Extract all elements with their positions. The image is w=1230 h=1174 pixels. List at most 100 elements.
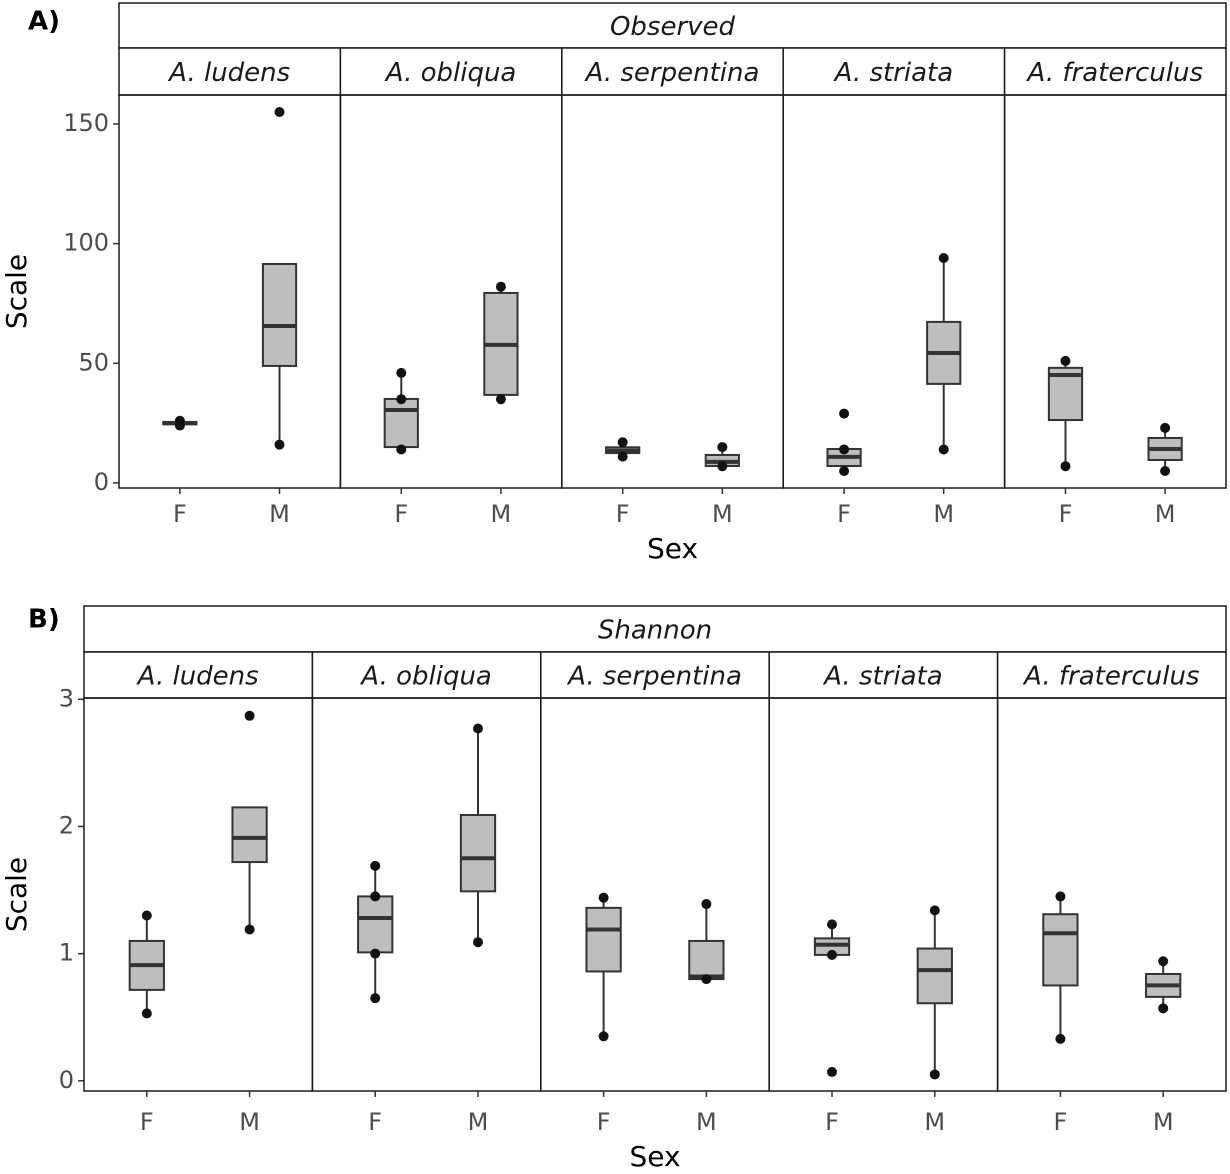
facet-strip	[339, 47, 563, 96]
y-tick-label: 150	[63, 109, 109, 137]
facet-name: A. ludens	[136, 662, 259, 692]
point	[244, 710, 255, 721]
point	[472, 937, 483, 948]
x-tick-label: M	[1153, 1108, 1174, 1136]
point	[1160, 466, 1171, 477]
point	[1055, 1033, 1066, 1044]
x-tick-label: M	[239, 1108, 260, 1136]
x-tick-label: M	[468, 1108, 489, 1136]
facet-panel	[768, 697, 999, 1092]
point	[717, 442, 728, 453]
box	[585, 906, 622, 973]
x-tick-label: F	[597, 1108, 611, 1136]
point	[839, 466, 850, 477]
box	[261, 262, 298, 367]
facet-panel	[996, 697, 1227, 1092]
box	[688, 939, 725, 981]
facet-strip	[1003, 47, 1227, 96]
strip-title: Shannon	[598, 616, 712, 646]
facet-panel	[561, 94, 784, 489]
facet-panel	[339, 94, 563, 489]
facet-strip	[561, 47, 784, 96]
point	[472, 723, 483, 734]
point	[1158, 1003, 1169, 1014]
x-tick-label: F	[837, 500, 851, 528]
strip	[118, 2, 1227, 49]
point	[396, 394, 407, 405]
facet-name: A. obliqua	[359, 662, 492, 692]
point	[396, 367, 407, 378]
facet-name: A. serpentina	[584, 58, 760, 88]
point	[617, 451, 628, 462]
facet-name: A. fraterculus	[1026, 58, 1203, 88]
x-tick-label: M	[1155, 500, 1176, 528]
strip-title: Observed	[610, 12, 736, 42]
point	[701, 974, 712, 985]
box	[231, 806, 268, 864]
facet-name: A. ludens	[167, 58, 290, 88]
point	[1060, 355, 1071, 366]
box	[383, 397, 419, 449]
facet-name: A. striata	[833, 58, 954, 88]
x-tick-label: M	[696, 1108, 717, 1136]
x-tick-label: F	[394, 500, 408, 528]
box	[916, 947, 953, 1005]
y-axis-label: Scale	[0, 857, 33, 932]
strip	[83, 605, 1227, 653]
x-tick-label: M	[712, 500, 733, 528]
facet-panel	[782, 94, 1006, 489]
panel-label: A)	[28, 7, 60, 37]
x-tick-label: F	[140, 1108, 154, 1136]
box	[1042, 913, 1079, 987]
point	[929, 905, 940, 916]
point	[141, 1008, 152, 1019]
y-tick-label: 0	[59, 1066, 74, 1094]
point	[827, 1066, 838, 1077]
point	[396, 444, 407, 455]
x-axis-label: Sex	[647, 532, 698, 565]
x-tick-label: M	[924, 1108, 945, 1136]
facet-name: A. fraterculus	[1022, 662, 1199, 692]
y-axis-label: Scale	[0, 254, 33, 329]
facet-panel	[83, 697, 314, 1092]
facet-name: A. striata	[822, 662, 943, 692]
x-tick-label: F	[825, 1108, 839, 1136]
box	[459, 814, 497, 893]
y-tick-label: 50	[78, 348, 109, 376]
point	[598, 1031, 609, 1042]
x-tick-label: M	[491, 500, 512, 528]
point	[617, 437, 628, 448]
point	[370, 860, 381, 871]
point	[717, 461, 728, 472]
facet-panel	[1003, 94, 1227, 489]
x-tick-label: F	[1054, 1108, 1068, 1136]
y-tick-label: 0	[94, 468, 109, 496]
y-tick-label: 1	[59, 939, 74, 967]
point	[141, 910, 152, 921]
facet-strip	[83, 651, 314, 699]
point	[274, 439, 285, 450]
panel-label: B)	[28, 605, 60, 635]
point	[174, 415, 185, 426]
x-axis-label: Sex	[629, 1140, 680, 1173]
point	[495, 281, 506, 292]
facet-strip	[768, 651, 999, 699]
point	[827, 949, 838, 960]
point	[839, 408, 850, 419]
point	[370, 993, 381, 1004]
point	[827, 919, 838, 930]
facet-strip	[782, 47, 1006, 96]
facet-name: A. obliqua	[384, 58, 517, 88]
facet-strip	[540, 651, 770, 699]
point	[370, 891, 381, 902]
point	[938, 444, 949, 455]
point	[938, 252, 949, 263]
x-tick-label: F	[368, 1108, 382, 1136]
y-tick-label: 3	[59, 684, 74, 712]
x-tick-label: F	[173, 500, 187, 528]
x-tick-label: F	[1059, 500, 1073, 528]
facet-panel	[311, 697, 542, 1092]
point	[839, 444, 850, 455]
point	[1060, 461, 1071, 472]
